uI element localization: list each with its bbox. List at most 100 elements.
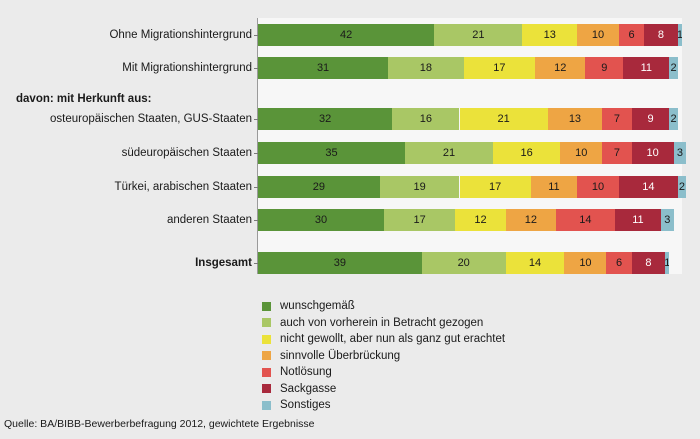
legend-swatch (262, 384, 271, 394)
bar-segment: 11 (623, 57, 670, 79)
bar-segment: 20 (421, 252, 506, 274)
bar-segment: 12 (535, 57, 586, 79)
data-label: 29 (312, 181, 325, 193)
legend-label: Sackgasse (280, 382, 337, 395)
data-label: 17 (493, 62, 506, 74)
bar-segment: 21 (404, 142, 494, 164)
bar-segment: 3 (661, 209, 674, 231)
data-label: 1 (677, 29, 682, 41)
axis-tick (254, 263, 258, 264)
data-label: 10 (646, 147, 659, 159)
bar-segment: 1 (665, 252, 670, 274)
legend-label: Sonstiges (280, 399, 331, 412)
bar-segment: 17 (463, 57, 536, 79)
data-label: 17 (413, 214, 426, 226)
data-label: 10 (591, 181, 605, 193)
data-label: 11 (548, 181, 560, 193)
data-label: 17 (489, 181, 502, 193)
data-label: 6 (628, 29, 635, 41)
legend-label: auch von vorherein in Betracht gezogen (280, 316, 484, 329)
bar-segment: 31 (258, 57, 389, 79)
data-label: 31 (316, 62, 330, 74)
bar-segment: 11 (614, 209, 661, 231)
bar-segment: 14 (505, 252, 565, 274)
data-label: 35 (325, 147, 338, 159)
bar-segment: 12 (505, 209, 557, 231)
bar-segment: 12 (455, 209, 506, 231)
data-label: 11 (632, 214, 644, 226)
category-label: Türkei, arabischen Staaten (114, 181, 252, 193)
bar-segment: 21 (434, 24, 523, 46)
legend-item: wunschgemäß (262, 298, 505, 315)
bar-segment: 17 (459, 176, 531, 198)
data-label: 14 (579, 214, 592, 226)
bar-segment: 39 (258, 252, 422, 274)
legend-item: Sonstiges (262, 397, 505, 414)
data-label: 7 (613, 113, 620, 125)
bar-segment: 42 (258, 24, 435, 46)
legend-label: wunschgemäß (280, 300, 355, 313)
data-label: 2 (678, 181, 686, 193)
data-label: 10 (591, 29, 605, 41)
axis-tick (254, 153, 258, 154)
group-heading: davon: mit Herkunft aus: (16, 93, 152, 105)
data-label: 13 (543, 29, 556, 41)
bar-segment: 18 (388, 57, 464, 79)
bar-segment: 10 (577, 176, 620, 198)
data-label: 8 (645, 257, 652, 269)
legend-swatch (262, 367, 271, 377)
axis-tick (254, 35, 258, 36)
data-label: 14 (528, 257, 542, 269)
legend-item: nicht gewollt, aber nun als ganz gut era… (262, 331, 505, 348)
data-label: 16 (419, 113, 433, 125)
bar-segment: 21 (459, 108, 548, 130)
source-note: Quelle: BA/BIBB-Bewerberbefragung 2012, … (4, 418, 315, 430)
data-label: 14 (642, 181, 655, 193)
bar-segment: 7 (602, 108, 632, 130)
data-label: 42 (340, 29, 353, 41)
legend-swatch (262, 351, 271, 361)
bar-segment: 8 (631, 252, 666, 274)
data-label: 1 (665, 257, 670, 269)
data-label: 12 (474, 214, 487, 226)
data-label: 8 (657, 29, 665, 41)
bar-segment: 8 (644, 24, 678, 46)
bar-segment: 6 (606, 252, 632, 274)
data-label: 9 (601, 62, 608, 74)
axis-tick (254, 187, 258, 188)
bar-segment: 9 (585, 57, 624, 79)
legend: wunschgemäß auch von vorherein in Betrach… (262, 298, 505, 414)
bar-segment: 10 (577, 24, 620, 46)
bar-segment: 7 (602, 142, 632, 164)
data-label: 39 (333, 257, 346, 269)
bar-segment: 10 (631, 142, 674, 164)
data-label: 11 (640, 62, 653, 74)
legend-swatch (262, 334, 271, 344)
data-label: 16 (520, 147, 533, 159)
bar-segment: 14 (556, 209, 615, 231)
data-label: 19 (413, 181, 426, 193)
data-label: 10 (579, 257, 592, 269)
data-label: 2 (670, 62, 677, 74)
legend-swatch (262, 400, 271, 410)
legend-item: Sackgasse (262, 381, 505, 398)
data-label: 32 (319, 113, 332, 125)
bar-segment: 32 (258, 108, 393, 130)
data-label: 21 (497, 113, 510, 125)
legend-swatch (262, 301, 271, 311)
legend-label: nicht gewollt, aber nun als ganz gut era… (280, 333, 506, 346)
bar-segment: 35 (258, 142, 405, 164)
bar-segment: 1 (677, 24, 682, 46)
bar-segment: 11 (530, 176, 578, 198)
legend-item: sinnvolle Überbrückung (262, 348, 505, 365)
data-label: 21 (472, 29, 485, 41)
category-label: Ohne Migrationshintergrund (109, 29, 252, 41)
data-label: 12 (524, 214, 537, 226)
legend-item: auch von vorherein in Betracht gezogen (262, 315, 505, 332)
bar-segment: 10 (564, 252, 607, 274)
legend-item: Notlösung (262, 364, 505, 381)
bar-segment: 16 (493, 142, 561, 164)
bar-segment: 16 (392, 108, 460, 130)
axis-tick (254, 68, 258, 69)
